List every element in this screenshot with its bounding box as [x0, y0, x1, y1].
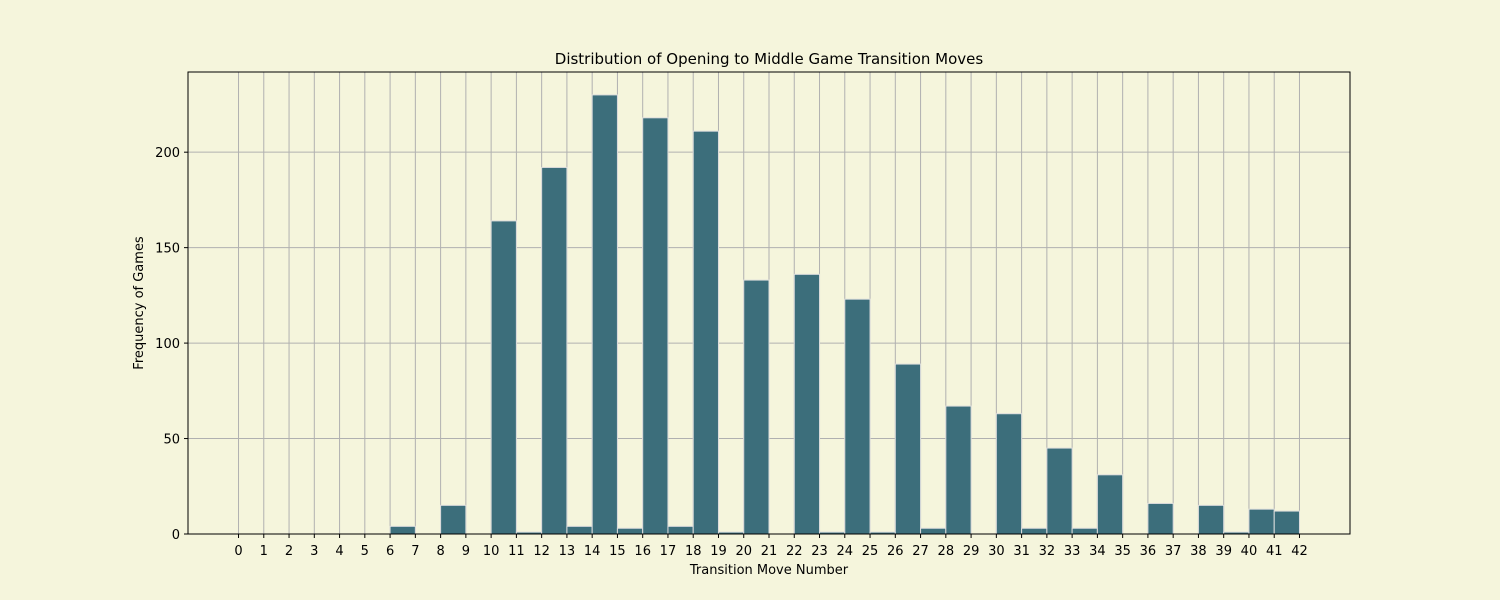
- x-tick-label: 6: [386, 544, 394, 559]
- x-tick-label: 14: [584, 544, 601, 559]
- y-axis-label: Frequency of Games: [132, 236, 147, 370]
- x-tick-label: 5: [361, 544, 369, 559]
- x-tick-label: 25: [862, 544, 879, 559]
- histogram-bar: [490, 220, 517, 535]
- x-tick-label: 13: [559, 544, 576, 559]
- x-tick-label: 28: [938, 544, 955, 559]
- x-tick-label: 32: [1039, 544, 1056, 559]
- x-tick-label: 11: [508, 544, 525, 559]
- x-tick-label: 20: [735, 544, 752, 559]
- x-tick-label: 0: [234, 544, 242, 559]
- y-tick-label: 50: [163, 433, 180, 448]
- histogram-bar: [566, 525, 593, 535]
- x-tick-label: 30: [988, 544, 1005, 559]
- y-tick-label: 100: [155, 337, 180, 352]
- histogram-bar: [541, 166, 568, 535]
- x-axis-ticks: 0 1 2 3 4 5 6 7 8 9 10 11 12 13 14 15 16 17 18 19 20 21 22 23 24…: [234, 534, 1308, 559]
- histogram-bar: [1021, 527, 1048, 535]
- x-tick-label: 12: [533, 544, 550, 559]
- x-tick-label: 31: [1013, 544, 1030, 559]
- x-tick-label: 2: [285, 544, 293, 559]
- histogram-bar: [440, 504, 467, 535]
- histogram-bar: [389, 525, 416, 535]
- x-tick-label: 1: [260, 544, 268, 559]
- x-tick-label: 42: [1291, 544, 1308, 559]
- histogram-bar: [1248, 508, 1275, 535]
- histogram-bar: [743, 279, 770, 535]
- x-tick-label: 36: [1140, 544, 1157, 559]
- histogram-bar: [1273, 510, 1300, 535]
- x-tick-label: 7: [411, 544, 419, 559]
- y-axis-ticks: 0 50 100 150 200: [155, 146, 188, 543]
- histogram-bar: [1071, 527, 1098, 535]
- histogram-bar: [591, 94, 618, 535]
- histogram-bar: [1046, 447, 1073, 535]
- histogram-bar: [1096, 474, 1124, 535]
- chart-title: Distribution of Opening to Middle Game T…: [555, 50, 984, 68]
- x-tick-label: 8: [436, 544, 444, 559]
- x-tick-label: 37: [1165, 544, 1182, 559]
- histogram-bar: [793, 273, 821, 535]
- x-tick-label: 35: [1114, 544, 1131, 559]
- x-tick-label: 29: [963, 544, 980, 559]
- histogram-bar: [894, 363, 922, 535]
- histogram-bar: [642, 117, 669, 535]
- y-tick-label: 200: [155, 146, 180, 161]
- histogram-bar: [692, 130, 719, 535]
- histogram-bar: [1147, 502, 1174, 535]
- x-tick-label: 21: [761, 544, 778, 559]
- x-tick-label: 24: [837, 544, 854, 559]
- x-tick-label: 33: [1064, 544, 1081, 559]
- x-tick-label: 40: [1241, 544, 1258, 559]
- x-tick-label: 22: [786, 544, 803, 559]
- histogram-bar: [844, 298, 871, 535]
- histogram-bar: [920, 527, 947, 535]
- x-tick-label: 9: [462, 544, 470, 559]
- x-tick-label: 23: [811, 544, 828, 559]
- x-tick-label: 3: [310, 544, 318, 559]
- histogram-bar: [945, 405, 972, 535]
- x-tick-label: 38: [1190, 544, 1207, 559]
- x-tick-label: 34: [1089, 544, 1106, 559]
- x-tick-label: 27: [912, 544, 929, 559]
- histogram-bar: [995, 413, 1023, 535]
- x-axis-label: Transition Move Number: [689, 563, 849, 578]
- x-tick-label: 26: [887, 544, 904, 559]
- x-tick-label: 16: [634, 544, 651, 559]
- histogram-bar: [1197, 504, 1225, 535]
- x-tick-label: 17: [660, 544, 677, 559]
- bar-layer: [389, 94, 1300, 535]
- x-tick-label: 19: [710, 544, 727, 559]
- x-tick-label: 18: [685, 544, 702, 559]
- x-tick-label: 10: [483, 544, 500, 559]
- x-tick-label: 41: [1266, 544, 1283, 559]
- x-tick-label: 4: [335, 544, 343, 559]
- histogram-bar: [667, 525, 694, 535]
- x-tick-label: 39: [1215, 544, 1232, 559]
- y-tick-label: 0: [172, 528, 180, 543]
- histogram-bar: [616, 527, 644, 535]
- x-tick-label: 15: [609, 544, 626, 559]
- y-tick-label: 150: [155, 242, 180, 257]
